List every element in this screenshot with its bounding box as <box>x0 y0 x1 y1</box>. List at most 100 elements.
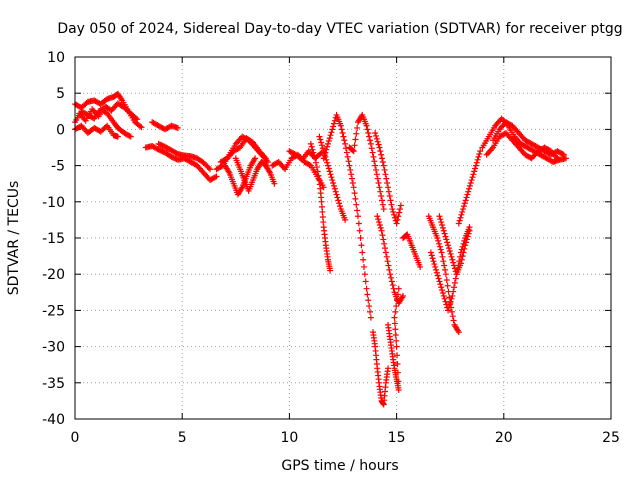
data-point <box>391 314 398 321</box>
data-point <box>308 143 315 150</box>
data-point <box>440 292 447 299</box>
data-point <box>374 175 381 182</box>
data-point <box>341 137 348 144</box>
data-point <box>466 185 473 192</box>
data-point <box>437 246 444 253</box>
data-point <box>461 200 468 207</box>
data-point <box>343 149 350 156</box>
data-point <box>319 214 326 221</box>
data-point <box>432 263 439 270</box>
data-point <box>367 140 374 147</box>
data-point <box>334 194 341 201</box>
data-point <box>446 248 453 255</box>
data-point <box>370 153 377 160</box>
data-point <box>212 174 219 181</box>
data-point <box>307 140 314 147</box>
data-point <box>393 343 400 350</box>
data-point <box>476 151 483 158</box>
data-point <box>337 122 344 129</box>
data-point <box>447 298 454 305</box>
data-point <box>318 142 325 149</box>
data-point <box>380 162 387 169</box>
data-point <box>429 255 436 262</box>
data-point <box>441 295 448 302</box>
data-point <box>132 115 139 122</box>
data-point <box>338 126 345 133</box>
data-point <box>397 206 404 213</box>
data-point <box>449 256 456 263</box>
chart-title: Day 050 of 2024, Sidereal Day-to-day VTE… <box>57 21 622 37</box>
data-point <box>324 140 331 147</box>
data-point <box>205 164 212 171</box>
data-point <box>118 96 125 103</box>
y-tick-label: -5 <box>51 159 65 175</box>
data-point <box>378 151 385 158</box>
data-point <box>320 219 327 226</box>
data-point <box>378 193 385 200</box>
data-point <box>391 320 398 327</box>
data-point <box>382 245 389 252</box>
data-point <box>376 221 383 228</box>
data-point <box>450 288 457 295</box>
data-point <box>455 329 462 336</box>
data-point <box>354 207 361 214</box>
data-point <box>457 214 464 221</box>
data-point <box>326 168 333 175</box>
data-point <box>448 308 455 315</box>
data-point <box>380 206 387 213</box>
x-tick-label: 25 <box>602 430 620 446</box>
data-point <box>391 211 398 218</box>
data-point <box>394 352 401 359</box>
data-point <box>319 208 326 215</box>
data-point <box>213 173 220 180</box>
data-point <box>437 281 444 288</box>
data-point <box>456 217 463 224</box>
data-point <box>381 166 388 173</box>
data-point <box>394 360 401 367</box>
data-point <box>373 135 380 142</box>
data-point <box>386 193 393 200</box>
data-point <box>313 164 320 171</box>
data-point <box>367 314 374 321</box>
data-point <box>474 156 481 163</box>
data-point <box>376 144 383 151</box>
y-tick-label: -30 <box>42 340 65 356</box>
y-tick-label: -25 <box>42 303 65 319</box>
data-point <box>336 203 343 210</box>
data-point <box>138 124 145 131</box>
data-point <box>333 191 340 198</box>
y-tick-label: -20 <box>42 267 65 283</box>
data-point <box>328 129 335 136</box>
data-point <box>387 271 394 278</box>
data-point <box>312 155 319 162</box>
data-point <box>477 148 484 155</box>
data-point <box>376 184 383 191</box>
data-point <box>442 298 449 305</box>
data-point <box>324 162 331 169</box>
data-point <box>127 133 134 140</box>
data-point <box>440 258 447 265</box>
data-point <box>383 175 390 182</box>
data-point <box>325 137 332 144</box>
data-point <box>207 166 214 173</box>
data-point <box>379 155 386 162</box>
data-point <box>389 282 396 289</box>
data-point <box>332 188 339 195</box>
y-tick-label: 0 <box>56 122 65 138</box>
data-point <box>321 152 328 159</box>
data-point <box>440 227 447 234</box>
y-tick-label: 5 <box>56 86 65 102</box>
data-point <box>464 191 471 198</box>
data-point <box>431 261 438 268</box>
data-point <box>373 132 380 139</box>
data-point <box>320 155 327 162</box>
data-point <box>365 297 372 304</box>
data-point <box>444 282 451 289</box>
data-point <box>373 171 380 178</box>
data-point <box>457 260 464 267</box>
data-point <box>126 132 133 139</box>
data-point <box>377 188 384 195</box>
data-point <box>340 133 347 140</box>
data-point <box>397 202 404 209</box>
data-point <box>449 313 456 320</box>
